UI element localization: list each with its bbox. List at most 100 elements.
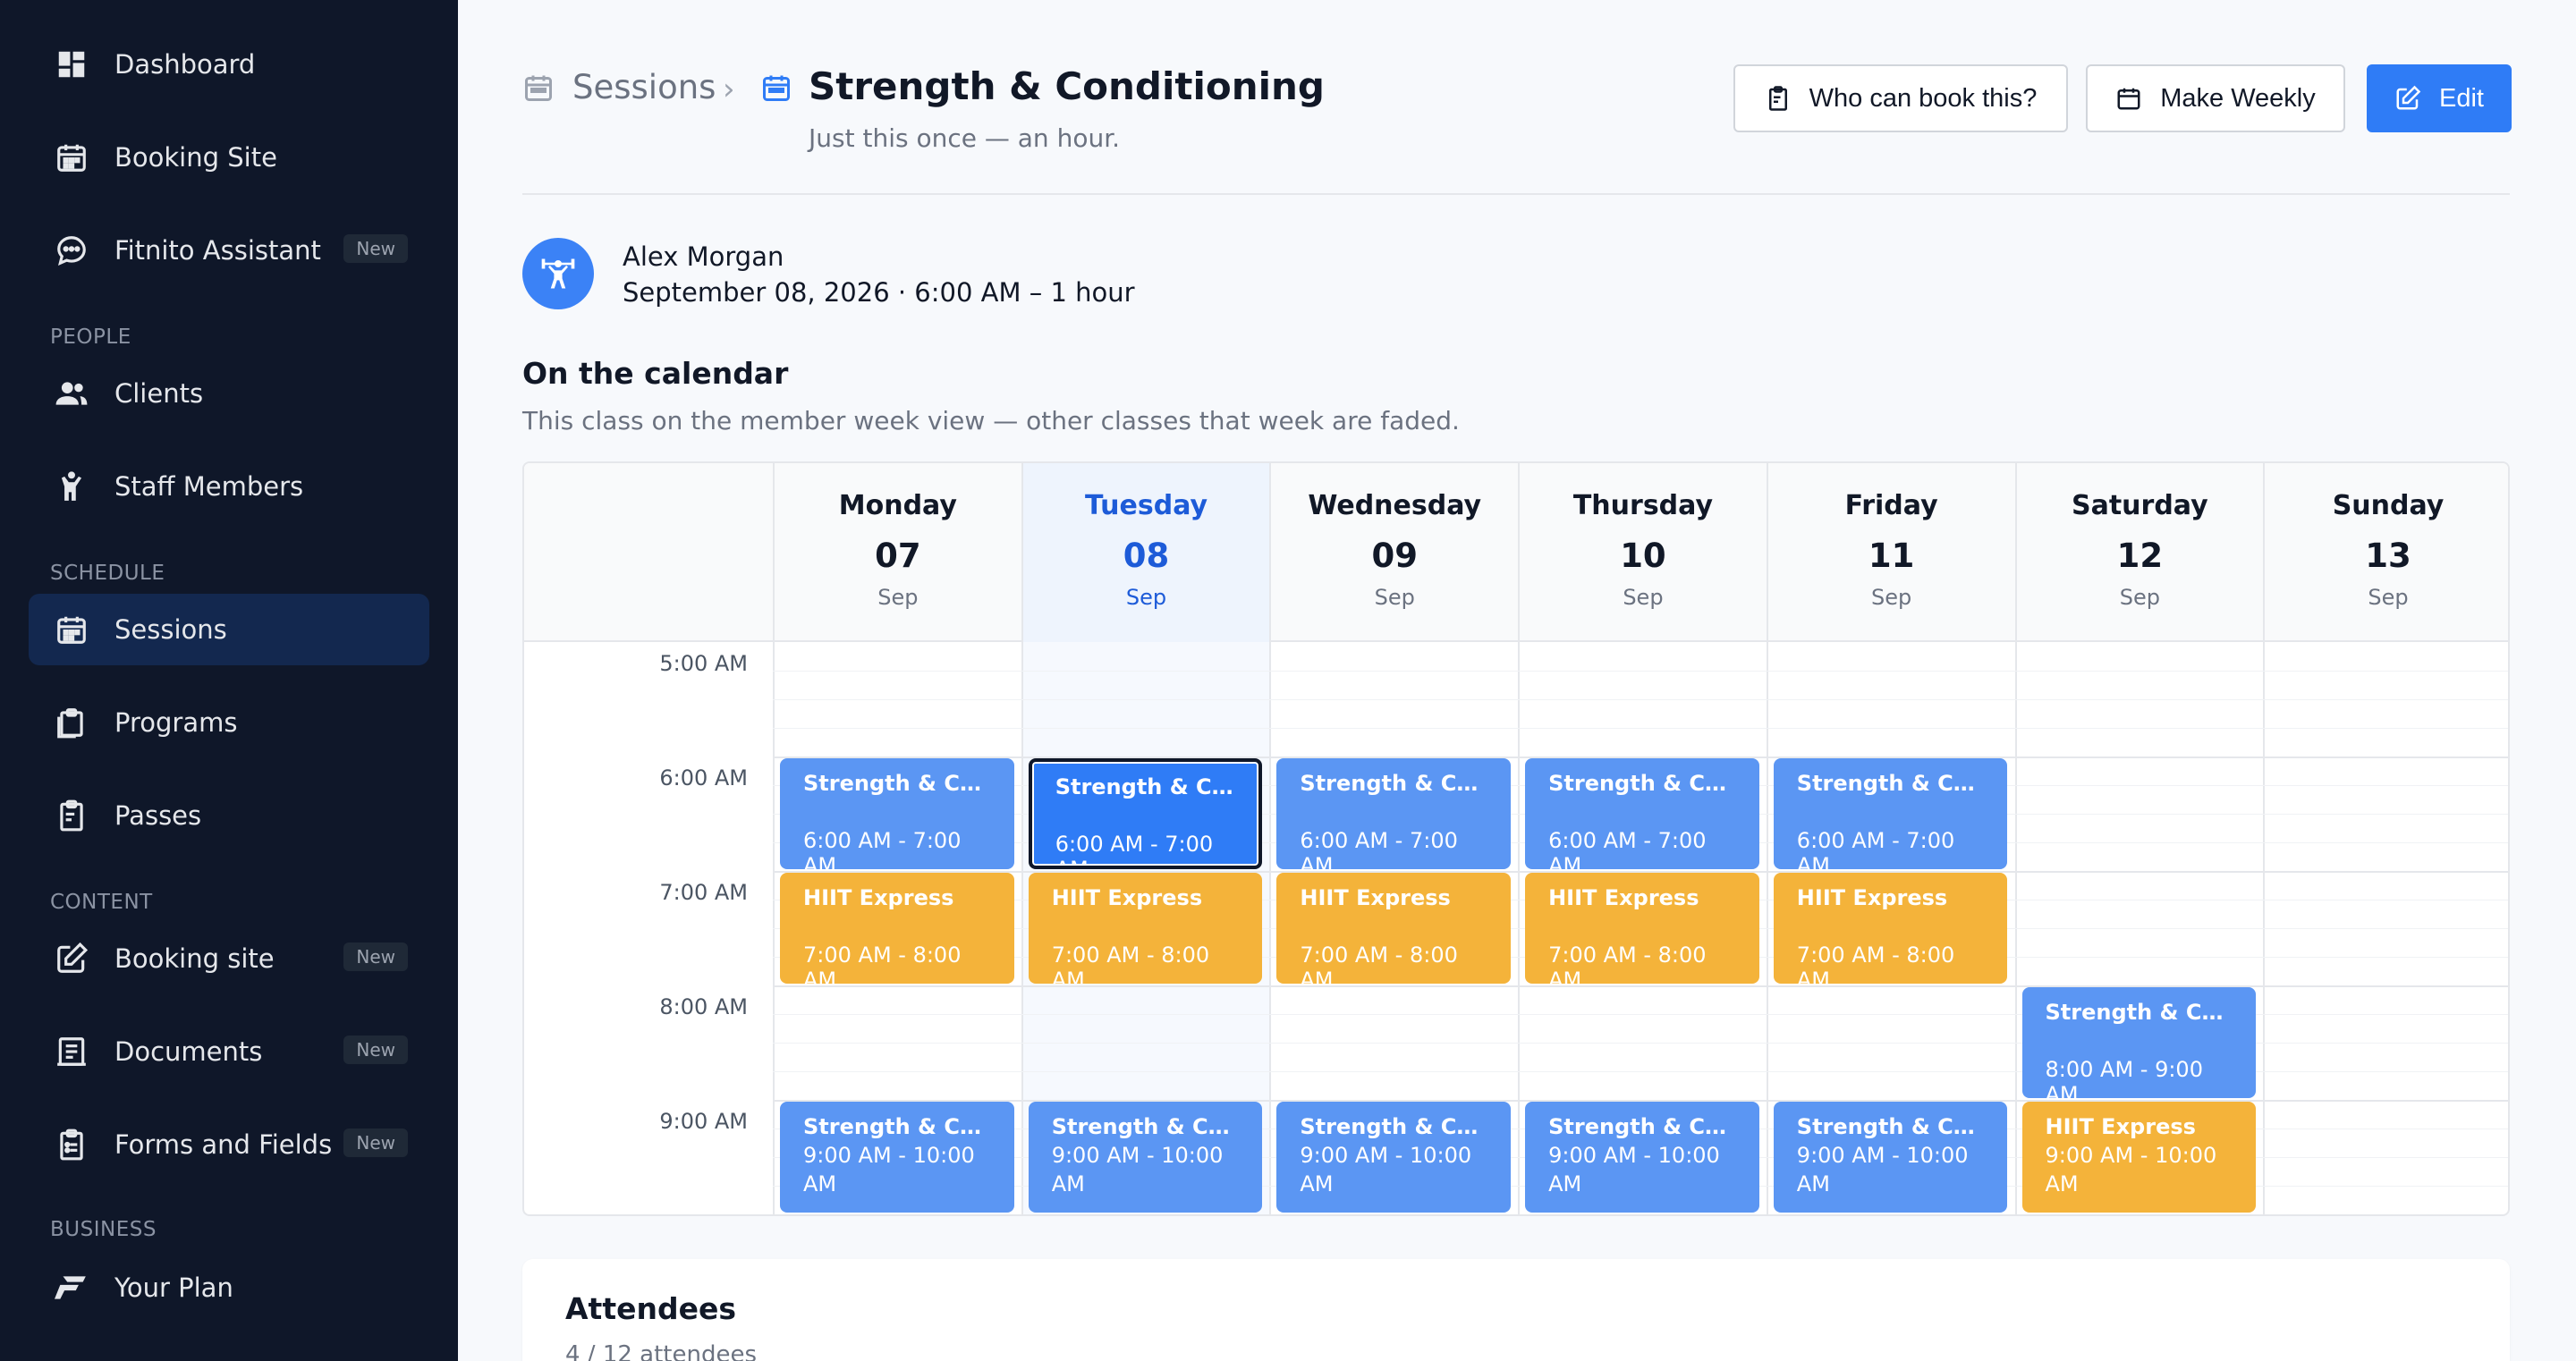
event-card[interactable]: Strength & Con... 9:00 AM - 10:00 AM xyxy=(1525,1102,1759,1213)
sidebar-item-label: Dashboard xyxy=(114,49,256,80)
page-subtitle: Just this once — an hour. xyxy=(809,123,1121,153)
event-card[interactable]: Strength & Con... 6:00 AM - 7:00 AM xyxy=(780,758,1014,869)
event-card[interactable]: Strength & Con... 9:00 AM - 10:00 AM xyxy=(1773,1102,2008,1213)
sidebar-item-label: Documents xyxy=(114,1036,263,1067)
day-header-friday[interactable]: Friday 11 Sep xyxy=(1766,463,2015,642)
section-label-content: CONTENT xyxy=(50,891,153,914)
day-number: 08 xyxy=(1123,537,1170,575)
sidebar-item-forms-and-fields[interactable]: Forms and Fields New xyxy=(29,1109,429,1180)
event-time: 9:00 AM - 10:00 AM xyxy=(803,1143,975,1196)
sidebar-item-clients[interactable]: Clients xyxy=(29,358,429,429)
event-card-selected[interactable]: Strength & Con... 6:00 AM - 7:00 AM xyxy=(1028,758,1263,869)
quarter-gridline xyxy=(773,1071,2508,1072)
event-card[interactable]: HIIT Express 7:00 AM - 8:00 AM xyxy=(1028,873,1263,984)
event-title: Strength & Con... xyxy=(1796,1114,1985,1139)
section-label-business: BUSINESS xyxy=(50,1218,157,1241)
time-label: 7:00 AM xyxy=(659,880,748,905)
day-month: Sep xyxy=(1623,585,1664,610)
event-title: HIIT Express xyxy=(1796,885,1948,910)
event-card[interactable]: HIIT Express 7:00 AM - 8:00 AM xyxy=(1525,873,1759,984)
sidebar-item-staff-members[interactable]: Staff Members xyxy=(29,451,429,522)
sidebar-item-passes[interactable]: Passes xyxy=(29,780,429,851)
day-number: 07 xyxy=(875,537,921,575)
event-card[interactable]: Strength & Con... 6:00 AM - 7:00 AM xyxy=(1276,758,1512,869)
title-calendar-icon xyxy=(763,75,790,101)
make-weekly-button[interactable]: Make Weekly xyxy=(2086,64,2345,132)
event-card[interactable]: HIIT Express 7:00 AM - 8:00 AM xyxy=(1276,873,1512,984)
day-number: 11 xyxy=(1868,537,1915,575)
day-header-tuesday[interactable]: Tuesday 08 Sep xyxy=(1021,463,1270,642)
sidebar-item-booking-site-content[interactable]: Booking site New xyxy=(29,923,429,994)
sidebar-item-documents[interactable]: Documents New xyxy=(29,1016,429,1087)
hour-gridline xyxy=(773,985,2508,987)
sidebar-item-fitnito-assistant[interactable]: Fitnito Assistant New xyxy=(29,215,429,286)
time-label: 6:00 AM xyxy=(659,765,748,790)
event-title: Strength & Con... xyxy=(1548,771,1736,796)
event-title: Strength & Con... xyxy=(1051,1114,1240,1139)
day-name: Friday xyxy=(1844,490,1938,521)
quarter-gridline xyxy=(773,1043,2508,1044)
event-title: Strength & Con... xyxy=(1055,774,1236,799)
day-header-thursday[interactable]: Thursday 10 Sep xyxy=(1518,463,1767,642)
day-header-sunday[interactable]: Sunday 13 Sep xyxy=(2263,463,2508,642)
form-icon xyxy=(54,1127,89,1162)
day-number: 10 xyxy=(1620,537,1666,575)
sidebar-item-sessions[interactable]: Sessions xyxy=(29,594,429,665)
new-badge: New xyxy=(343,943,408,971)
event-card[interactable]: Strength & Con... 9:00 AM - 10:00 AM xyxy=(1028,1102,1263,1213)
event-card[interactable]: Strength & Con... 9:00 AM - 10:00 AM xyxy=(1276,1102,1512,1213)
quarter-gridline xyxy=(773,1014,2508,1015)
weightlifter-icon xyxy=(541,258,575,289)
hour-gridline xyxy=(773,1100,2508,1102)
day-name: Wednesday xyxy=(1308,490,1482,521)
day-header-wednesday[interactable]: Wednesday 09 Sep xyxy=(1269,463,1518,642)
clipboard-icon xyxy=(1768,86,1787,111)
event-card[interactable]: HIIT Express 7:00 AM - 8:00 AM xyxy=(1773,873,2008,984)
day-header-monday[interactable]: Monday 07 Sep xyxy=(773,463,1021,642)
host-name: Alex Morgan xyxy=(623,241,784,272)
day-header-saturday[interactable]: Saturday 12 Sep xyxy=(2014,463,2264,642)
sidebar-item-your-plan[interactable]: Your Plan xyxy=(29,1252,429,1323)
quarter-gridline xyxy=(773,699,2508,700)
sidebar-item-label: Booking Site xyxy=(114,142,277,173)
sidebar-item-label: Your Plan xyxy=(114,1272,233,1303)
event-card[interactable]: HIIT Express 9:00 AM - 10:00 AM xyxy=(2021,1102,2257,1213)
day-month: Sep xyxy=(2119,585,2160,610)
sidebar-item-label: Programs xyxy=(114,707,238,738)
day-name: Sunday xyxy=(2332,490,2445,521)
day-number: 13 xyxy=(2365,537,2411,575)
event-time: 6:00 AM - 7:00 AM xyxy=(1300,828,1458,869)
sidebar-item-label: Sessions xyxy=(114,614,227,645)
event-card[interactable]: Strength & Con... 6:00 AM - 7:00 AM xyxy=(1773,758,2008,869)
calendar-heading: On the calendar xyxy=(522,356,789,391)
edit-icon xyxy=(54,941,89,976)
event-card[interactable]: HIIT Express 7:00 AM - 8:00 AM xyxy=(780,873,1014,984)
sidebar-item-programs[interactable]: Programs xyxy=(29,687,429,758)
time-label: 5:00 AM xyxy=(659,651,748,676)
document-icon xyxy=(54,1034,89,1069)
breadcrumb-sessions-link[interactable]: Sessions xyxy=(572,68,716,106)
day-name: Monday xyxy=(838,490,957,521)
day-number: 12 xyxy=(2116,537,2164,575)
who-can-book-label: Who can book this? xyxy=(1809,83,2038,113)
hour-gridline xyxy=(773,871,2508,873)
event-time: 7:00 AM - 8:00 AM xyxy=(1300,943,1458,984)
event-time: 9:00 AM - 10:00 AM xyxy=(1300,1143,1472,1196)
day-name: Saturday xyxy=(2071,490,2208,521)
event-card[interactable]: Strength & Con... 8:00 AM - 9:00 AM xyxy=(2021,987,2257,1098)
event-time: 8:00 AM - 9:00 AM xyxy=(2045,1057,2203,1098)
sidebar: Dashboard Booking Site Fitnito Assistant… xyxy=(0,0,458,1361)
edit-button[interactable]: Edit xyxy=(2367,64,2512,132)
event-title: Strength & Con... xyxy=(1300,771,1487,796)
event-card[interactable]: Strength & Con... 6:00 AM - 7:00 AM xyxy=(1525,758,1759,869)
day-month: Sep xyxy=(877,585,919,610)
header-divider xyxy=(522,193,2510,195)
sidebar-item-dashboard[interactable]: Dashboard xyxy=(29,29,429,100)
pass-icon xyxy=(54,798,89,833)
time-label: 9:00 AM xyxy=(659,1109,748,1134)
event-card[interactable]: Strength & Con... 9:00 AM - 10:00 AM xyxy=(780,1102,1014,1213)
sidebar-item-booking-site[interactable]: Booking Site xyxy=(29,122,429,193)
sidebar-item-label: Forms and Fields xyxy=(114,1129,333,1160)
sessions-calendar-icon xyxy=(54,612,89,647)
who-can-book-button[interactable]: Who can book this? xyxy=(1733,64,2068,132)
